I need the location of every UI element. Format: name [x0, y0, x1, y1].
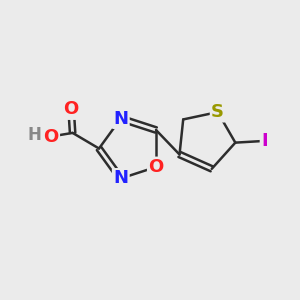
- Text: H: H: [28, 126, 41, 144]
- Text: N: N: [113, 169, 128, 188]
- Text: S: S: [211, 103, 224, 121]
- Text: N: N: [113, 110, 128, 128]
- Text: O: O: [64, 100, 79, 118]
- Text: I: I: [261, 132, 268, 150]
- Text: O: O: [44, 128, 59, 146]
- Text: O: O: [148, 158, 164, 176]
